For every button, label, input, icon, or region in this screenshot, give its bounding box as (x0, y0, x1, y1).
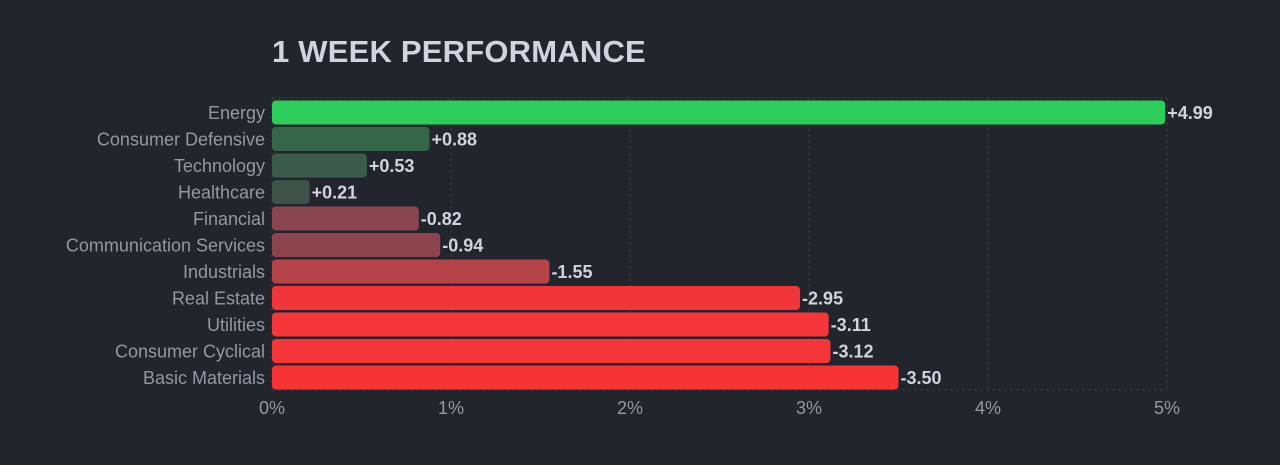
bar (272, 206, 419, 231)
category-label: Industrials (183, 262, 265, 282)
bar (272, 127, 430, 151)
value-label: +0.21 (312, 183, 358, 203)
bar (272, 312, 829, 337)
chart-title: 1 WEEK PERFORMANCE (272, 34, 646, 69)
value-label: -0.82 (421, 209, 462, 229)
category-label: Real Estate (172, 289, 265, 309)
value-label: -2.95 (802, 289, 843, 309)
value-label: -3.12 (832, 342, 873, 362)
category-label: Utilities (207, 315, 265, 335)
x-tick-label: 2% (617, 398, 643, 418)
bar (272, 339, 831, 363)
bar (272, 286, 801, 310)
x-axis-ticks: 0% 1% 2% 3% 4% 5% (259, 398, 1180, 418)
bar (272, 233, 441, 257)
value-label: +4.99 (1167, 103, 1213, 123)
category-label: Communication Services (66, 236, 265, 256)
value-label: +0.88 (432, 130, 478, 150)
value-label: -3.50 (901, 368, 942, 388)
x-tick-label: 0% (259, 398, 285, 418)
value-label: -0.94 (442, 236, 483, 256)
category-label: Consumer Cyclical (115, 342, 265, 362)
category-labels: Energy Consumer Defensive Technology Health… (66, 103, 265, 388)
category-label: Financial (193, 209, 265, 229)
category-label: Technology (174, 156, 265, 176)
category-label: Healthcare (178, 183, 265, 203)
bar (272, 180, 310, 204)
x-tick-label: 1% (438, 398, 464, 418)
bar (272, 153, 367, 178)
x-tick-label: 3% (796, 398, 822, 418)
value-label: -1.55 (551, 262, 592, 282)
bar (272, 365, 899, 390)
category-label: Energy (208, 103, 265, 123)
category-label: Consumer Defensive (97, 130, 265, 150)
bar (272, 100, 1166, 125)
value-labels: +4.99 +0.88 +0.53 +0.21 -0.82 -0.94 -1.55 -2.95… (312, 103, 1213, 388)
category-label: Basic Materials (143, 368, 265, 388)
value-label: -3.11 (831, 315, 871, 335)
bars (272, 100, 1166, 390)
x-tick-label: 5% (1154, 398, 1180, 418)
value-label: +0.53 (369, 156, 415, 176)
bar (272, 259, 550, 284)
x-tick-label: 4% (975, 398, 1001, 418)
